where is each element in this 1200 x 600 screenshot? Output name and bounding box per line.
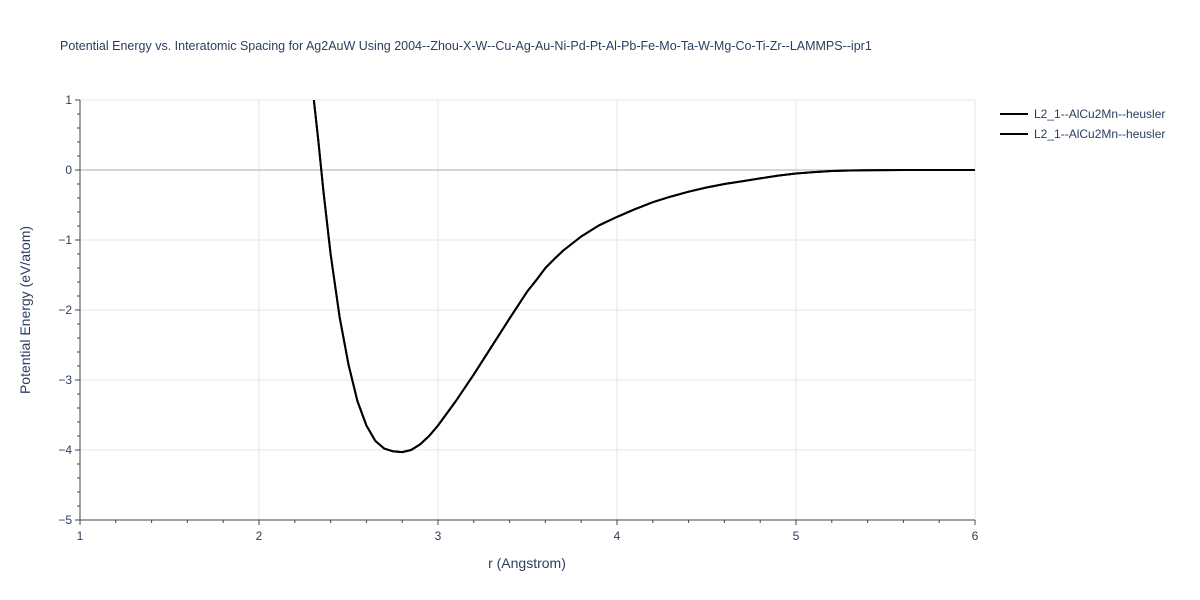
x-axis-label: r (Angstrom) [488, 555, 566, 571]
y-tick-label: 1 [65, 93, 72, 107]
x-tick-label: 2 [256, 529, 263, 543]
y-axis-label: Potential Energy (eV/atom) [17, 226, 33, 394]
y-tick-label: −2 [58, 303, 72, 317]
y-tick-label: −4 [58, 443, 72, 457]
x-tick-label: 6 [972, 529, 979, 543]
y-tick-label: −3 [58, 373, 72, 387]
series-layer [312, 100, 975, 454]
x-tick-label: 3 [435, 529, 442, 543]
series-line-0 [312, 100, 975, 454]
legend-item-0[interactable]: L2_1--AlCu2Mn--heusler [1000, 107, 1165, 121]
series-line-1 [312, 100, 975, 454]
legend-item-1[interactable]: L2_1--AlCu2Mn--heusler [1000, 127, 1165, 141]
chart-title: Potential Energy vs. Interatomic Spacing… [60, 39, 872, 53]
y-tick-label: −1 [58, 233, 72, 247]
legend[interactable]: L2_1--AlCu2Mn--heusler L2_1--AlCu2Mn--heu… [1000, 107, 1165, 141]
y-tick-label: −5 [58, 513, 72, 527]
grid [80, 99, 976, 520]
x-tick-label: 4 [614, 529, 621, 543]
legend-label: L2_1--AlCu2Mn--heusler [1034, 107, 1165, 121]
axes: 1 2 3 4 5 6 −5 −4 −3 −2 −1 0 1 [58, 93, 978, 543]
y-tick-label: 0 [65, 163, 72, 177]
x-tick-label: 1 [77, 529, 84, 543]
legend-label: L2_1--AlCu2Mn--heusler [1034, 127, 1165, 141]
x-tick-label: 5 [793, 529, 800, 543]
